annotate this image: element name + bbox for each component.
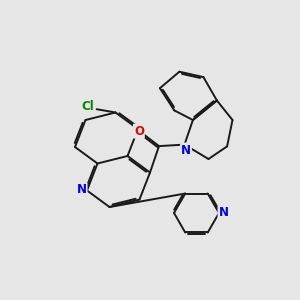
Text: O: O (134, 124, 144, 138)
Text: N: N (76, 183, 87, 196)
Text: N: N (181, 143, 191, 157)
Text: N: N (218, 206, 229, 220)
Text: Cl: Cl (81, 100, 94, 113)
